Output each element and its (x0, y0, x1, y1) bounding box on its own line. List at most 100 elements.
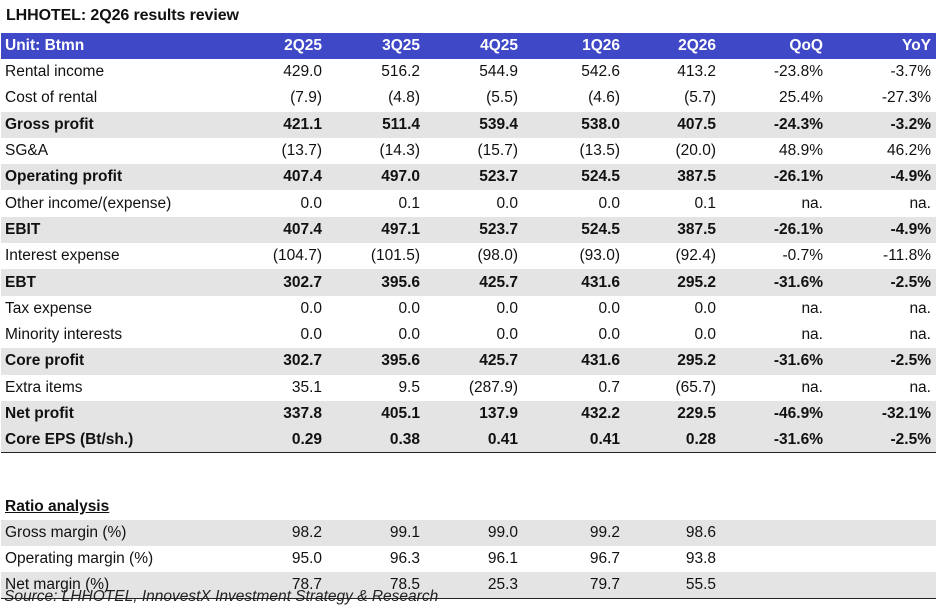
row-value-cell: 421.1 (283, 115, 322, 133)
row-value-cell: 0.0 (598, 299, 620, 317)
row-value-cell: (7.9) (290, 89, 322, 107)
row-value-cell: -2.5% (890, 430, 932, 448)
row-value-cell: 25.3 (487, 575, 518, 593)
row-value-cell: -26.1% (773, 220, 823, 238)
row-label: Net margin (%) (5, 575, 110, 593)
table-row: Net margin (%) 78.7 78.5 25.3 79.7 55.5 (1, 572, 936, 599)
row-label: Interest expense (5, 247, 120, 265)
row-value-cell: 539.4 (479, 115, 518, 133)
row-value-cell: -31.6% (773, 430, 823, 448)
row-value-cell: 46.2% (887, 142, 931, 160)
table-row: Gross profit 421.1 511.4 539.4 538.0 407.5 -24… (1, 111, 936, 138)
row-label: Rental income (5, 63, 105, 81)
row-value-cell: -3.7% (890, 63, 932, 81)
row-value-cell: na. (909, 299, 931, 317)
row-value-cell: 538.0 (581, 115, 620, 133)
row-value-cell: (20.0) (675, 142, 717, 160)
row-value-cell: 0.29 (291, 430, 322, 448)
row-label: EBT (5, 273, 36, 291)
row-value-cell: 48.9% (779, 142, 823, 160)
row-value-cell: 0.1 (694, 194, 716, 212)
source-note: Source: LHHOTEL, InnovestX Investment St… (4, 588, 439, 605)
header-col-1q26: 1Q26 (582, 37, 620, 54)
row-value-cell: 395.6 (381, 273, 420, 291)
row-value-cell: 96.7 (589, 550, 620, 568)
row-value-cell: 78.7 (291, 575, 322, 593)
row-value-cell: 99.0 (487, 523, 518, 541)
row-value-cell: -2.5% (890, 352, 932, 370)
row-label: Tax expense (5, 299, 93, 317)
row-value-cell: 0.0 (496, 326, 518, 344)
row-value-cell: 0.0 (598, 194, 620, 212)
row-value-cell: -26.1% (773, 168, 823, 186)
row-value-cell: na. (909, 326, 931, 344)
table-row: Other income/(expense) 0.0 0.1 0.0 0.0 0.1 na.… (1, 190, 936, 216)
row-label: Other income/(expense) (5, 194, 172, 212)
row-value-cell: 524.5 (581, 168, 620, 186)
row-value-cell: 0.0 (300, 326, 322, 344)
row-value-cell: 98.6 (685, 523, 716, 541)
table-row: Core EPS (Bt/sh.) 0.29 0.38 0.41 0.41 0.28 -31… (1, 427, 936, 454)
table-row: EBT 302.7 395.6 425.7 431.6 295.2 -31.6% -2.5% (1, 269, 936, 296)
row-value-cell: (13.7) (281, 142, 323, 160)
row-value-cell: na. (909, 378, 931, 396)
row-value-cell: 407.4 (283, 220, 322, 238)
row-value-cell: (93.0) (579, 247, 621, 265)
row-value-cell: 431.6 (581, 273, 620, 291)
row-value-cell: 0.28 (685, 430, 716, 448)
row-value-cell: na. (801, 194, 823, 212)
row-value-cell: 78.5 (389, 575, 420, 593)
row-value-cell: 524.5 (581, 220, 620, 238)
row-value-cell: -23.8% (773, 63, 823, 81)
row-value-cell: -2.5% (890, 273, 932, 291)
row-label: Core profit (5, 352, 85, 370)
row-value-cell: 295.2 (677, 273, 716, 291)
row-value-cell: (14.3) (379, 142, 421, 160)
row-value-cell: 544.9 (479, 63, 518, 81)
row-value-cell: 431.6 (581, 352, 620, 370)
row-value-cell: 25.4% (779, 89, 823, 107)
row-value-cell: -31.6% (773, 352, 823, 370)
row-value-cell: 0.1 (398, 194, 420, 212)
row-value-cell: 387.5 (677, 168, 716, 186)
row-value-cell: 302.7 (283, 273, 322, 291)
table-row: Rental income 429.0 516.2 544.9 542.6 413.2 -2… (1, 59, 936, 85)
row-label: EBIT (5, 220, 41, 238)
row-label: Gross margin (%) (5, 523, 127, 541)
row-value-cell: na. (801, 326, 823, 344)
row-value-cell: 93.8 (685, 550, 716, 568)
row-value-cell: 95.0 (291, 550, 322, 568)
row-value-cell: -4.9% (890, 220, 932, 238)
row-value-cell: 295.2 (677, 352, 716, 370)
table-row: Cost of rental (7.9) (4.8) (5.5) (4.6) (5.7) 2… (1, 85, 936, 111)
row-value-cell: (15.7) (477, 142, 519, 160)
row-label: Core EPS (Bt/sh.) (5, 430, 134, 448)
table-row: SG&A (13.7) (14.3) (15.7) (13.5) (20.0) 48.9% 4… (1, 138, 936, 164)
row-value-cell: 0.0 (496, 299, 518, 317)
row-value-cell: -32.1% (881, 405, 931, 422)
row-value-cell: (92.4) (675, 247, 717, 265)
row-label: Cost of rental (5, 89, 98, 107)
row-value-cell: 99.1 (389, 523, 420, 541)
header-col-2q26: 2Q26 (678, 37, 716, 54)
row-value-cell: na. (909, 194, 931, 212)
row-value-cell: (104.7) (272, 247, 322, 265)
row-value-cell: 395.6 (381, 352, 420, 370)
row-label: Net profit (5, 405, 74, 422)
row-value-cell: 55.5 (685, 575, 716, 593)
table-row: Core profit 302.7 395.6 425.7 431.6 295.2 -31.… (1, 348, 936, 375)
row-value-cell: 0.0 (300, 194, 322, 212)
row-value-cell: na. (801, 299, 823, 317)
row-value-cell: 9.5 (398, 378, 420, 396)
row-value-cell: 407.4 (283, 168, 322, 186)
row-label: Extra items (5, 378, 83, 396)
row-value-cell: 523.7 (479, 220, 518, 238)
row-value-cell: 425.7 (479, 273, 518, 291)
row-value-cell: (5.5) (486, 89, 518, 107)
results-table: Unit: Btmn 2Q25 3Q25 4Q25 1Q26 2Q26 QoQ … (1, 33, 936, 599)
row-value-cell: 425.7 (479, 352, 518, 370)
row-value-cell: 387.5 (677, 220, 716, 238)
row-value-cell: 137.9 (479, 405, 518, 422)
row-value-cell: 511.4 (382, 115, 420, 133)
row-value-cell: -0.7% (782, 247, 824, 265)
